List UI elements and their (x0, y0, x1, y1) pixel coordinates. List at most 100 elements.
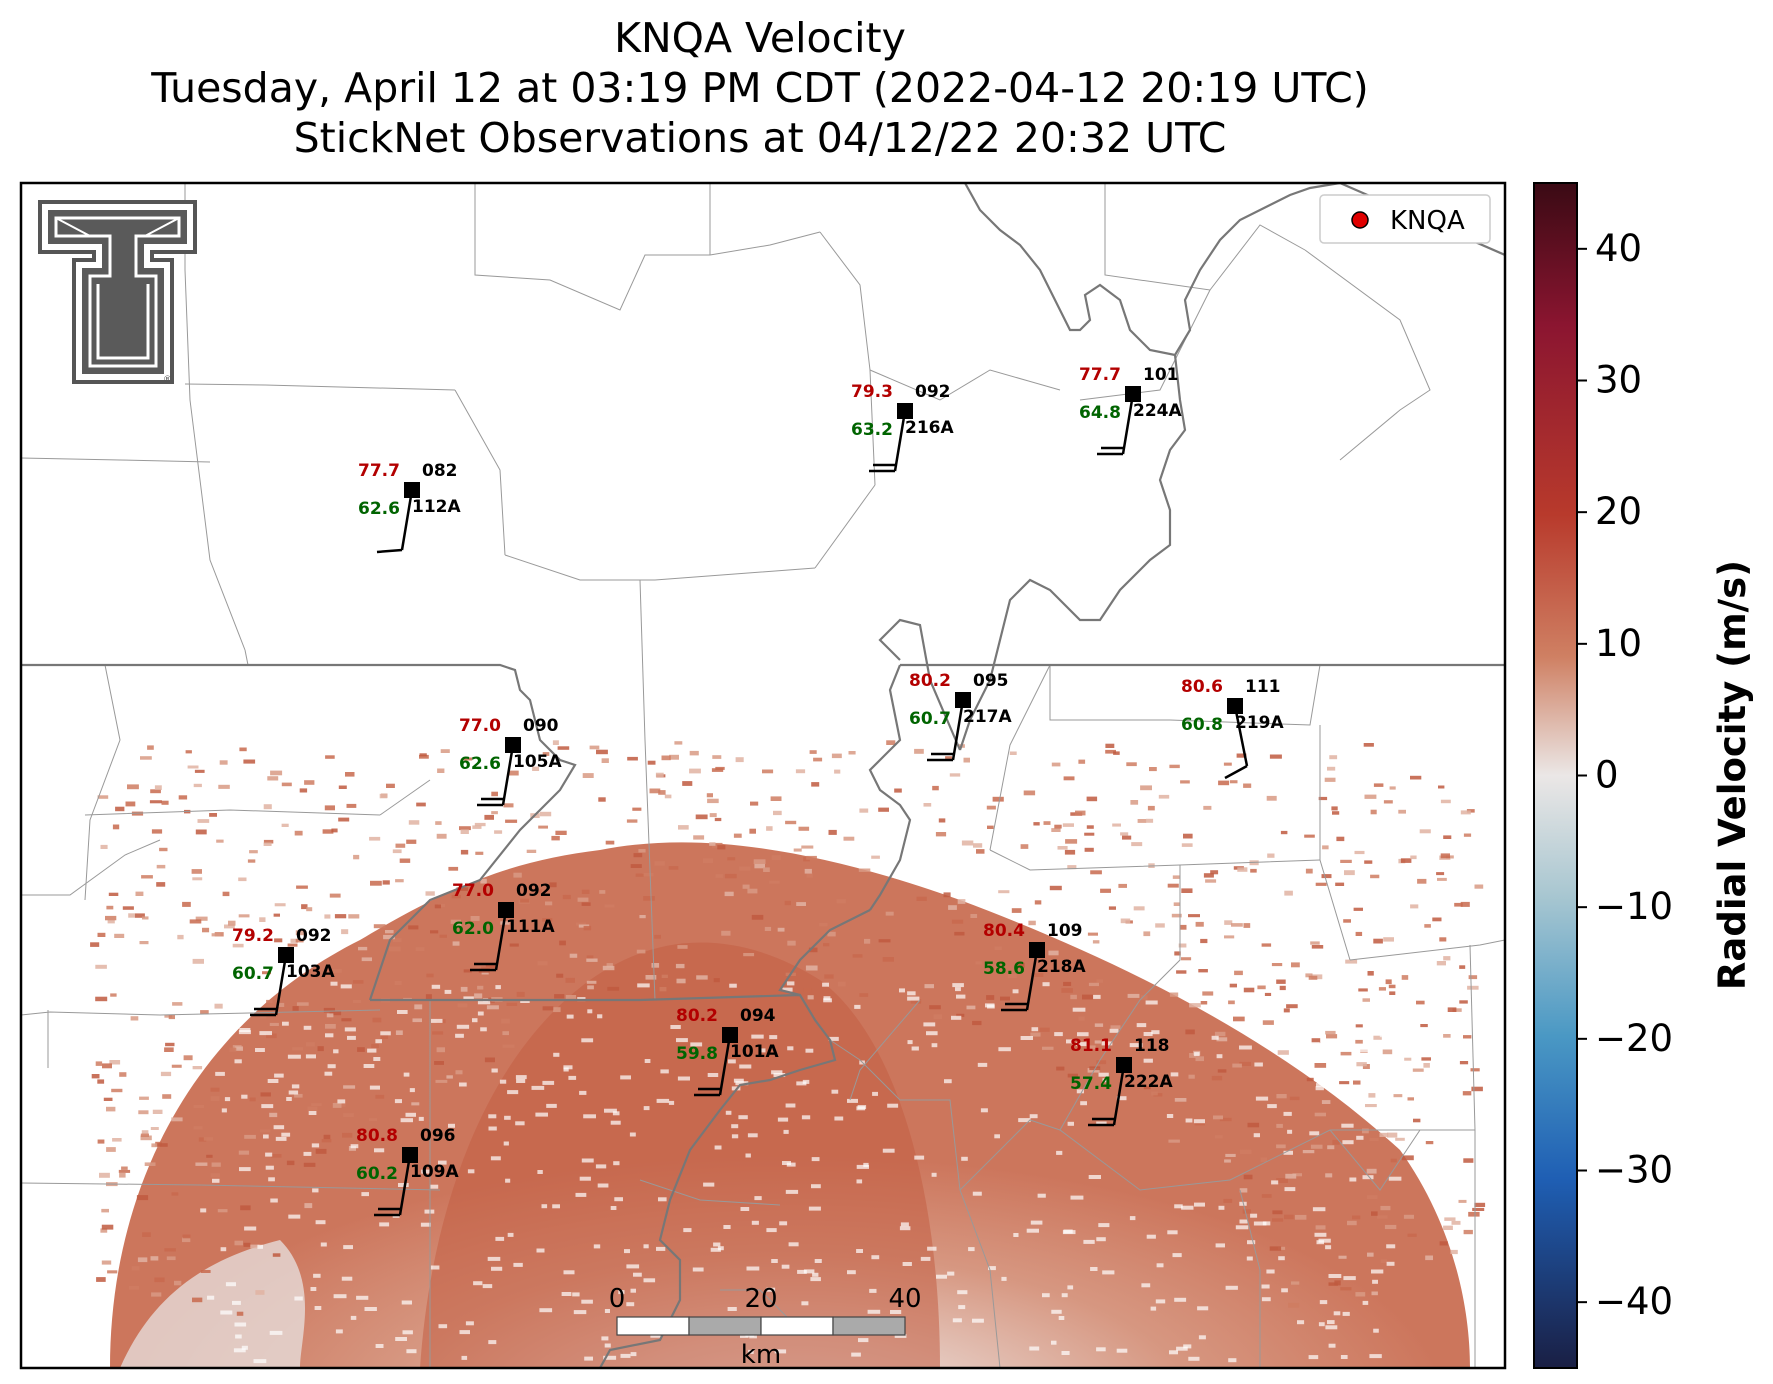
legend-marker (1351, 211, 1369, 229)
texas-tech-logo: ® (38, 200, 197, 385)
station-105A: 77.0 090 62.6 105A (459, 716, 562, 807)
station-temp: 80.2 (676, 1006, 718, 1026)
station-temp: 80.2 (909, 671, 951, 691)
stations-layer: 77.7 082 62.6 112A 79.3 092 63.2 216A 77.7 101 64.… (232, 365, 1284, 1217)
station-wind-direction: 111 (1245, 677, 1281, 697)
station-wind-direction: 101 (1143, 365, 1179, 385)
colorbar-tick-label: 40 (1595, 227, 1642, 270)
station-dewpoint: 62.0 (452, 919, 494, 939)
station-marker (404, 482, 420, 498)
station-dewpoint: 60.7 (909, 709, 951, 729)
station-temp: 80.4 (983, 921, 1025, 941)
station-dewpoint: 64.8 (1079, 403, 1121, 423)
station-112A: 77.7 082 62.6 112A (358, 461, 461, 554)
station-dewpoint: 58.6 (983, 959, 1025, 979)
wind-barb-staff (494, 909, 508, 971)
colorbar-tick-label: −10 (1595, 885, 1673, 928)
station-temp: 81.1 (1070, 1036, 1112, 1056)
station-dewpoint: 60.7 (232, 964, 274, 984)
colorbar-tick-label: −30 (1595, 1149, 1673, 1192)
station-224A: 77.7 101 64.8 224A (1079, 365, 1182, 456)
station-dewpoint: 62.6 (358, 499, 400, 519)
wind-barb-staff (1112, 1064, 1126, 1126)
station-dewpoint: 59.8 (676, 1044, 718, 1064)
station-marker (402, 1147, 418, 1163)
legend-label: KNQA (1390, 206, 1465, 236)
station-101A: 80.2 094 59.8 101A (676, 1006, 779, 1097)
station-wind-direction: 092 (516, 881, 552, 901)
station-id: 105A (513, 752, 562, 772)
station-dewpoint: 57.4 (1070, 1074, 1112, 1094)
station-temp: 77.7 (1079, 365, 1121, 385)
title-line-2: Tuesday, April 12 at 03:19 PM CDT (2022-… (151, 64, 1369, 112)
station-wind-direction: 109 (1047, 921, 1083, 941)
scale-label-0: 0 (609, 1284, 626, 1314)
scale-label-40: 40 (888, 1284, 921, 1314)
wind-barb-staff (951, 699, 965, 761)
station-id: 218A (1037, 957, 1086, 977)
colorbar-tick-label: 10 (1595, 622, 1642, 665)
legend: KNQA (1319, 194, 1491, 244)
county-lines (21, 183, 1505, 1368)
svg-text:®: ® (163, 375, 172, 385)
station-id: 217A (963, 707, 1012, 727)
station-dewpoint: 60.8 (1181, 715, 1223, 735)
station-id: 216A (905, 418, 954, 438)
wind-barb-staff (398, 1154, 412, 1216)
station-wind-direction: 092 (296, 926, 332, 946)
station-wind-direction: 095 (973, 671, 1009, 691)
title-line-1: KNQA Velocity (614, 14, 906, 62)
station-temp: 77.0 (459, 716, 501, 736)
station-wind-direction: 092 (915, 382, 951, 402)
station-temp: 80.8 (356, 1126, 398, 1146)
scale-bar: 0 20 40 km (609, 1284, 922, 1370)
station-dewpoint: 62.6 (459, 754, 501, 774)
station-219A: 80.6 111 60.8 219A (1181, 677, 1284, 780)
colorbar: 40 30 20 10 0 −10 −20 −30 −40 Radial Velocity (m… (1533, 182, 1754, 1369)
station-marker (278, 947, 294, 963)
scale-label-20: 20 (744, 1284, 777, 1314)
station-marker (897, 403, 913, 419)
station-marker (505, 737, 521, 753)
station-id: 111A (506, 917, 555, 937)
station-109A: 80.8 096 60.2 109A (356, 1126, 459, 1217)
colorbar-label: Radial Velocity (m/s) (1711, 560, 1754, 990)
wind-barb-flag (376, 548, 403, 554)
station-wind-direction: 094 (740, 1006, 776, 1026)
station-id: 109A (410, 1162, 459, 1182)
station-id: 112A (412, 497, 461, 517)
wind-barb-staff (893, 410, 907, 472)
colorbar-tick-label: 30 (1595, 359, 1642, 402)
wind-barb-staff (400, 489, 414, 551)
station-218A: 80.4 109 58.6 218A (983, 921, 1086, 1012)
wind-barb-staff (1025, 949, 1039, 1011)
wind-barb-flag (1224, 764, 1248, 780)
station-marker (1125, 386, 1141, 402)
station-217A: 80.2 095 60.7 217A (909, 671, 1012, 762)
station-wind-direction: 082 (422, 461, 458, 481)
station-wind-direction: 096 (420, 1126, 456, 1146)
station-temp: 79.2 (232, 926, 274, 946)
colorbar-tick-label: 20 (1595, 490, 1642, 533)
station-216A: 79.3 092 63.2 216A (851, 382, 954, 473)
map-frame (19, 181, 1507, 1370)
wind-barb-staff (501, 744, 515, 806)
station-id: 224A (1133, 401, 1182, 421)
station-marker (1227, 698, 1243, 714)
station-marker (955, 692, 971, 708)
station-id: 222A (1124, 1072, 1173, 1092)
station-marker (1029, 942, 1045, 958)
wind-barb-staff (1233, 705, 1249, 767)
colorbar-gradient (1533, 182, 1578, 1369)
title-line-3: StickNet Observations at 04/12/22 20:32 … (293, 114, 1227, 162)
station-temp: 80.6 (1181, 677, 1223, 697)
wind-barb-staff (718, 1034, 732, 1096)
colorbar-tick-label: 0 (1595, 754, 1619, 797)
station-marker (498, 902, 514, 918)
station-id: 101A (730, 1042, 779, 1062)
station-temp: 77.0 (452, 881, 494, 901)
station-temp: 79.3 (851, 382, 893, 402)
velocity-speckles (90, 740, 1486, 1364)
station-id: 103A (286, 962, 335, 982)
